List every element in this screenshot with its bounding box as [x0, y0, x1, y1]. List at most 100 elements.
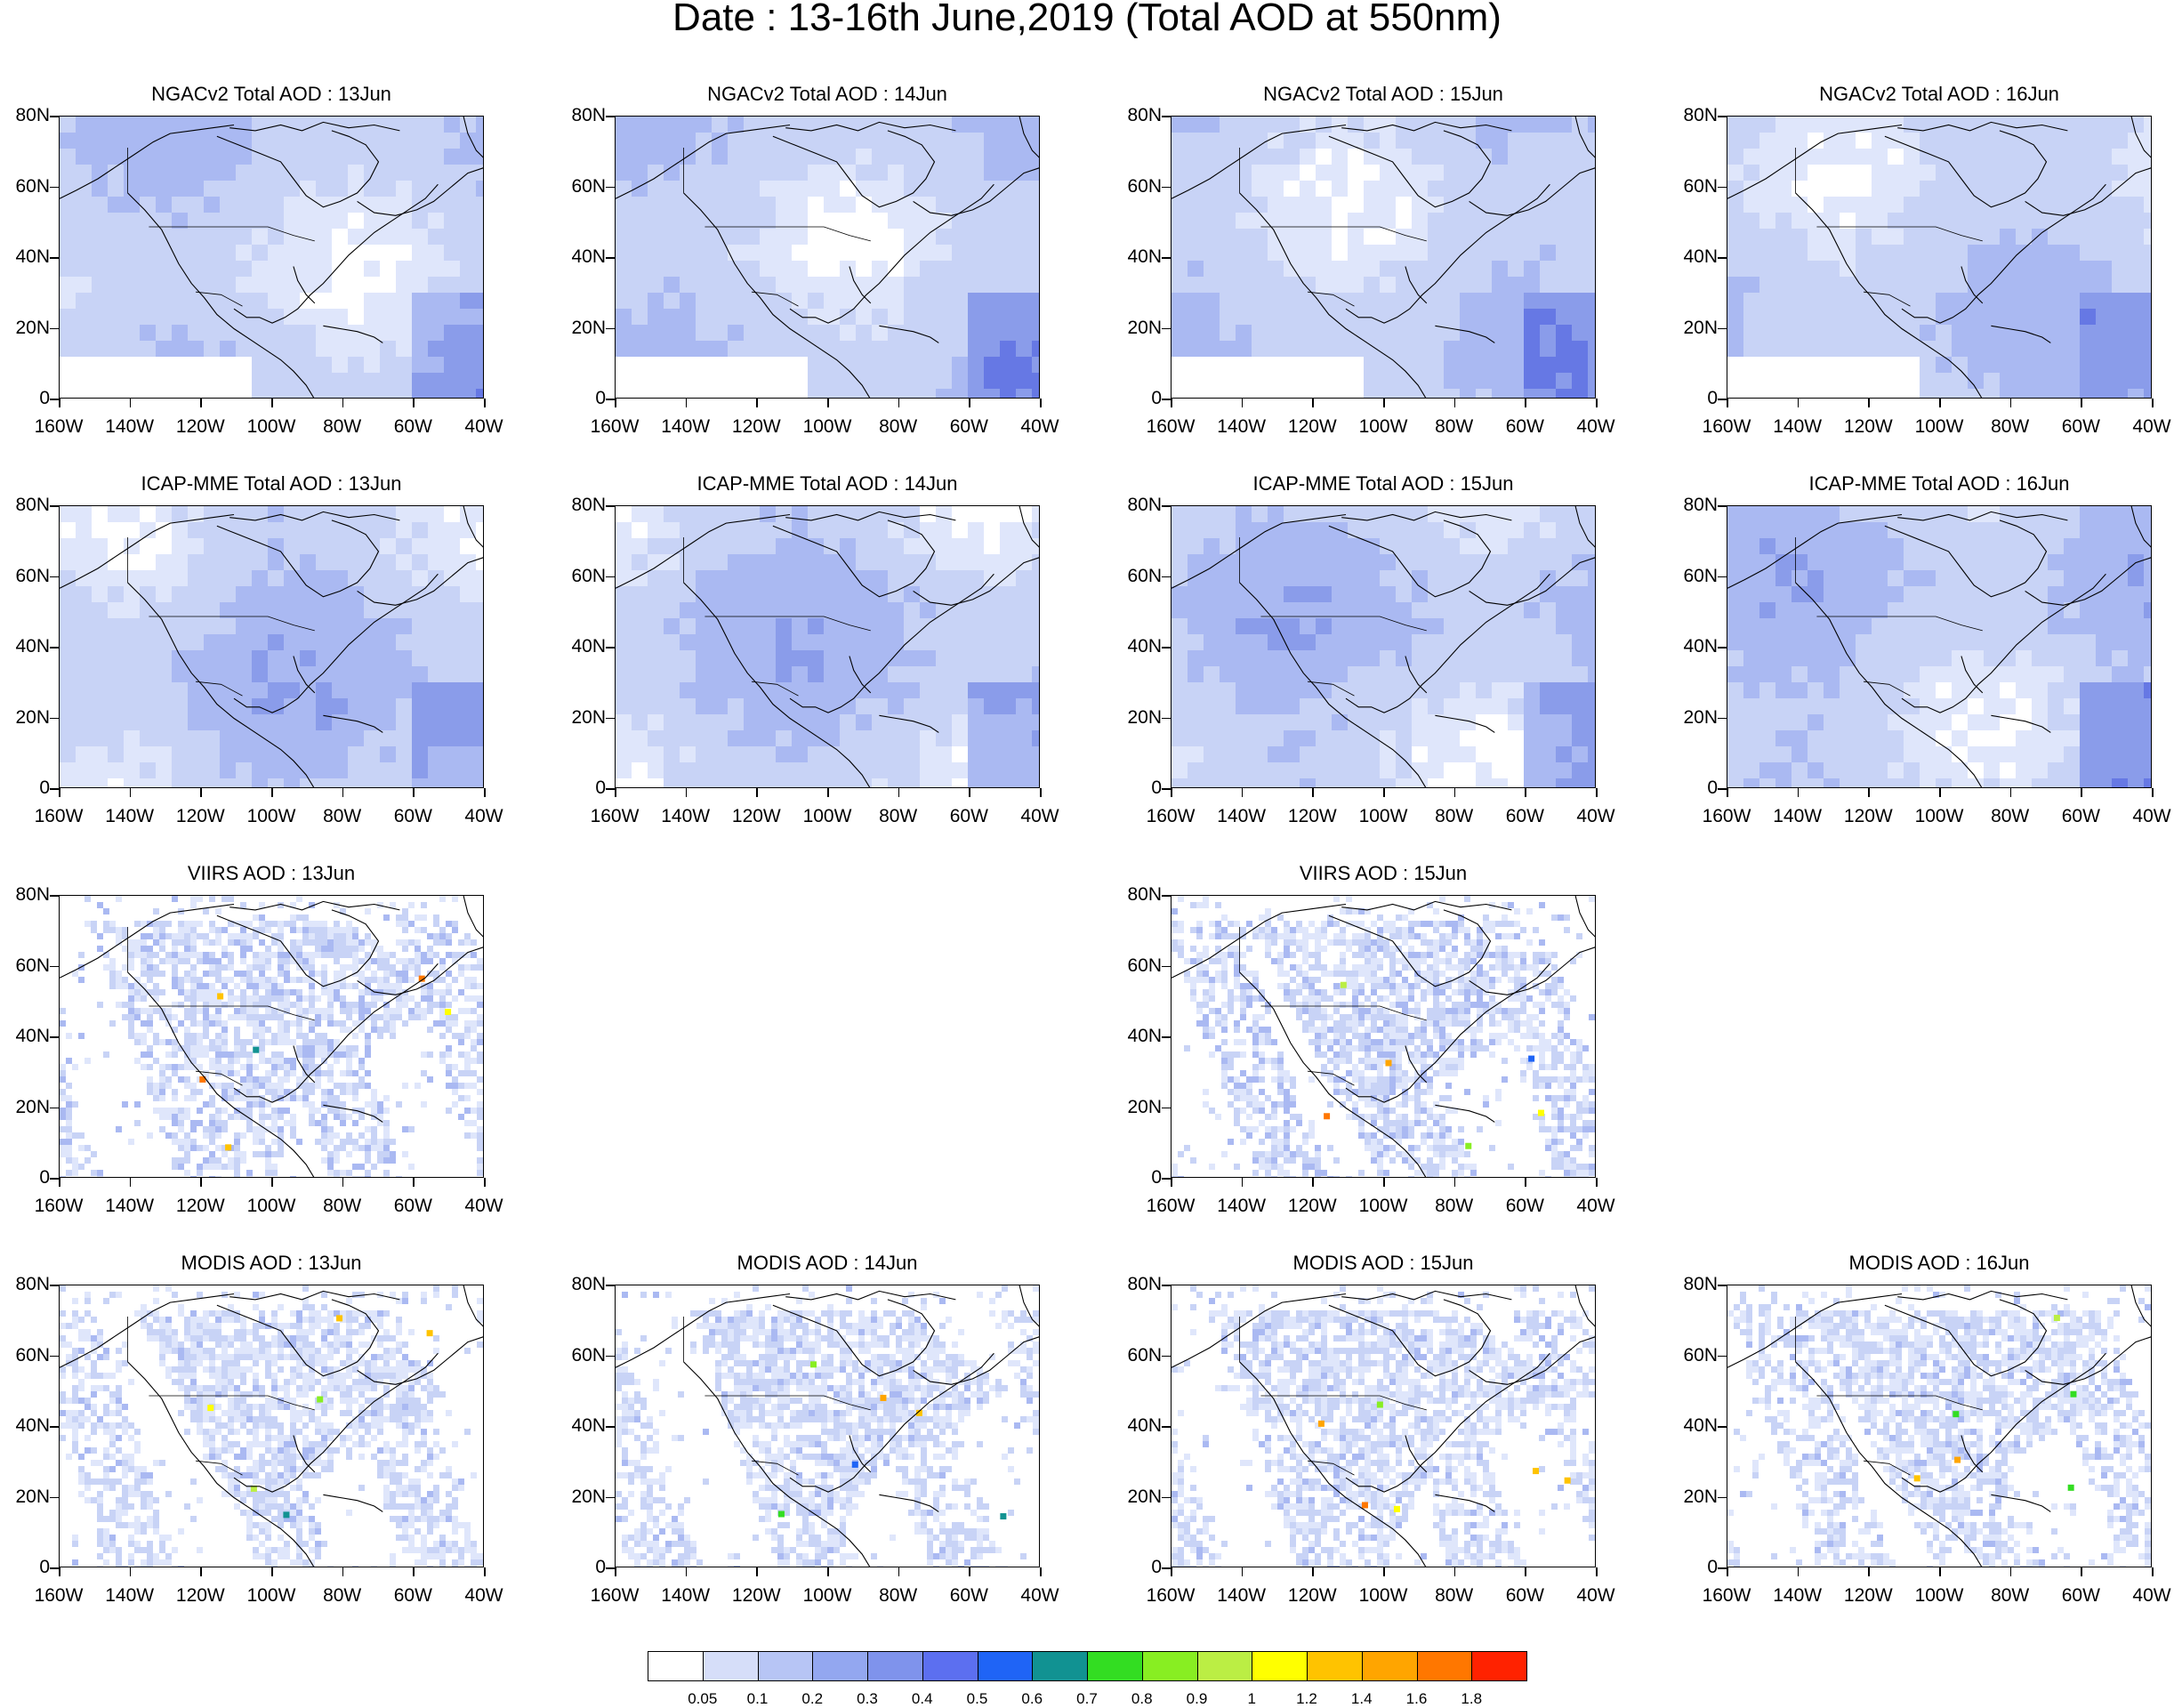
lat-tick-label: 20N: [0, 1097, 50, 1118]
lat-tick-label: 60N: [556, 176, 606, 197]
lat-tick: [1162, 1108, 1171, 1109]
panel-title: NGACv2 Total AOD : 13Jun: [59, 83, 484, 106]
legend-swatch: [1197, 1651, 1253, 1681]
lat-tick: [50, 1285, 59, 1286]
lon-tick: [1383, 1567, 1385, 1576]
lon-tick: [1040, 1567, 1042, 1576]
map-frame: [1171, 116, 1596, 399]
lon-tick-label: 100W: [792, 806, 863, 827]
lat-tick-label: 20N: [0, 1486, 50, 1508]
lat-tick: [1162, 1285, 1171, 1286]
lon-tick-label: 140W: [1762, 806, 1833, 827]
coastline: [1575, 896, 1596, 939]
lon-tick: [1312, 1567, 1314, 1576]
lon-tick-label: 160W: [1691, 1585, 1762, 1607]
lat-tick-label: 80N: [1112, 1274, 1162, 1295]
lon-tick-label: 40W: [1560, 1585, 1631, 1607]
lon-tick-label: 120W: [721, 1585, 792, 1607]
lon-tick: [2010, 1567, 2012, 1576]
lat-tick-label: 20N: [0, 707, 50, 729]
legend-label: 0.7: [1067, 1690, 1107, 1708]
lon-tick: [686, 1567, 688, 1576]
lon-tick-label: 140W: [1206, 1585, 1277, 1607]
legend-swatch: [1032, 1651, 1088, 1681]
lat-tick-label: 20N: [1112, 1486, 1162, 1508]
lat-tick: [1162, 257, 1171, 259]
lat-tick: [50, 187, 59, 189]
lat-tick: [50, 1036, 59, 1038]
lat-tick-label: 60N: [1112, 566, 1162, 587]
lon-tick: [342, 1567, 344, 1576]
panel-title: MODIS AOD : 15Jun: [1171, 1252, 1596, 1275]
lat-tick-label: 0: [1668, 777, 1718, 799]
legend-swatch: [867, 1651, 923, 1681]
lat-tick-label: 60N: [1668, 566, 1718, 587]
aod-map: [1727, 1285, 2152, 1567]
lon-tick: [271, 1567, 273, 1576]
lat-tick-label: 80N: [556, 105, 606, 126]
lat-tick: [1718, 116, 1727, 117]
lat-tick-label: 40N: [1112, 636, 1162, 657]
legend-swatch: [758, 1651, 814, 1681]
lat-tick: [50, 647, 59, 649]
lon-tick-label: 80W: [307, 1585, 378, 1607]
legend-label: 1.4: [1342, 1690, 1381, 1708]
lon-tick-label: 160W: [579, 1585, 650, 1607]
lat-tick: [1162, 505, 1171, 507]
lon-tick: [1939, 788, 1941, 797]
lon-tick-label: 80W: [863, 806, 934, 827]
aod-map: [60, 896, 484, 1178]
legend-label: 0.6: [1012, 1690, 1051, 1708]
lon-tick-label: 140W: [650, 806, 721, 827]
aod-field: [1727, 506, 2152, 788]
map-frame: [1171, 505, 1596, 788]
aod-map: [1727, 117, 2152, 399]
lon-tick-label: 120W: [1832, 806, 1904, 827]
lon-tick: [1868, 1567, 1870, 1576]
lat-tick: [606, 1497, 615, 1499]
aod-map: [60, 1285, 484, 1567]
legend-swatch: [1252, 1651, 1308, 1681]
aod-field: [60, 896, 484, 1178]
lat-tick: [1162, 1497, 1171, 1499]
panel-title: NGACv2 Total AOD : 16Jun: [1727, 83, 2152, 106]
legend-swatch: [1307, 1651, 1363, 1681]
map-frame: [1171, 1285, 1596, 1567]
lat-tick-label: 0: [1112, 1557, 1162, 1578]
panel-title: ICAP-MME Total AOD : 13Jun: [59, 472, 484, 495]
lat-tick-label: 40N: [1112, 1415, 1162, 1437]
lat-tick: [50, 1108, 59, 1109]
lat-tick: [1718, 257, 1727, 259]
legend-label: 1.8: [1452, 1690, 1491, 1708]
lat-tick-label: 40N: [1112, 1026, 1162, 1047]
lon-tick: [827, 788, 829, 797]
map-frame: [59, 505, 484, 788]
lat-tick-label: 60N: [1668, 1345, 1718, 1366]
lat-tick-label: 40N: [0, 246, 50, 268]
lon-tick-label: 80W: [1975, 1585, 2046, 1607]
map-frame: [1727, 1285, 2152, 1567]
lon-tick-label: 60W: [2045, 806, 2116, 827]
lat-tick-label: 80N: [0, 1274, 50, 1295]
lat-tick-label: 40N: [556, 246, 606, 268]
legend-swatch: [1471, 1651, 1527, 1681]
aod-map: [1172, 506, 1596, 788]
lon-tick: [615, 788, 616, 797]
lat-tick: [606, 576, 615, 578]
lat-tick: [606, 116, 615, 117]
lon-tick-label: 120W: [721, 806, 792, 827]
aod-map: [60, 506, 484, 788]
legend-label: 0.9: [1178, 1690, 1217, 1708]
lon-tick: [2081, 1567, 2082, 1576]
aod-map: [1172, 1285, 1596, 1567]
lon-tick-label: 60W: [933, 806, 1004, 827]
lat-tick: [1718, 1497, 1727, 1499]
lat-tick: [1718, 187, 1727, 189]
aod-field: [60, 1285, 484, 1567]
lat-tick: [50, 116, 59, 117]
